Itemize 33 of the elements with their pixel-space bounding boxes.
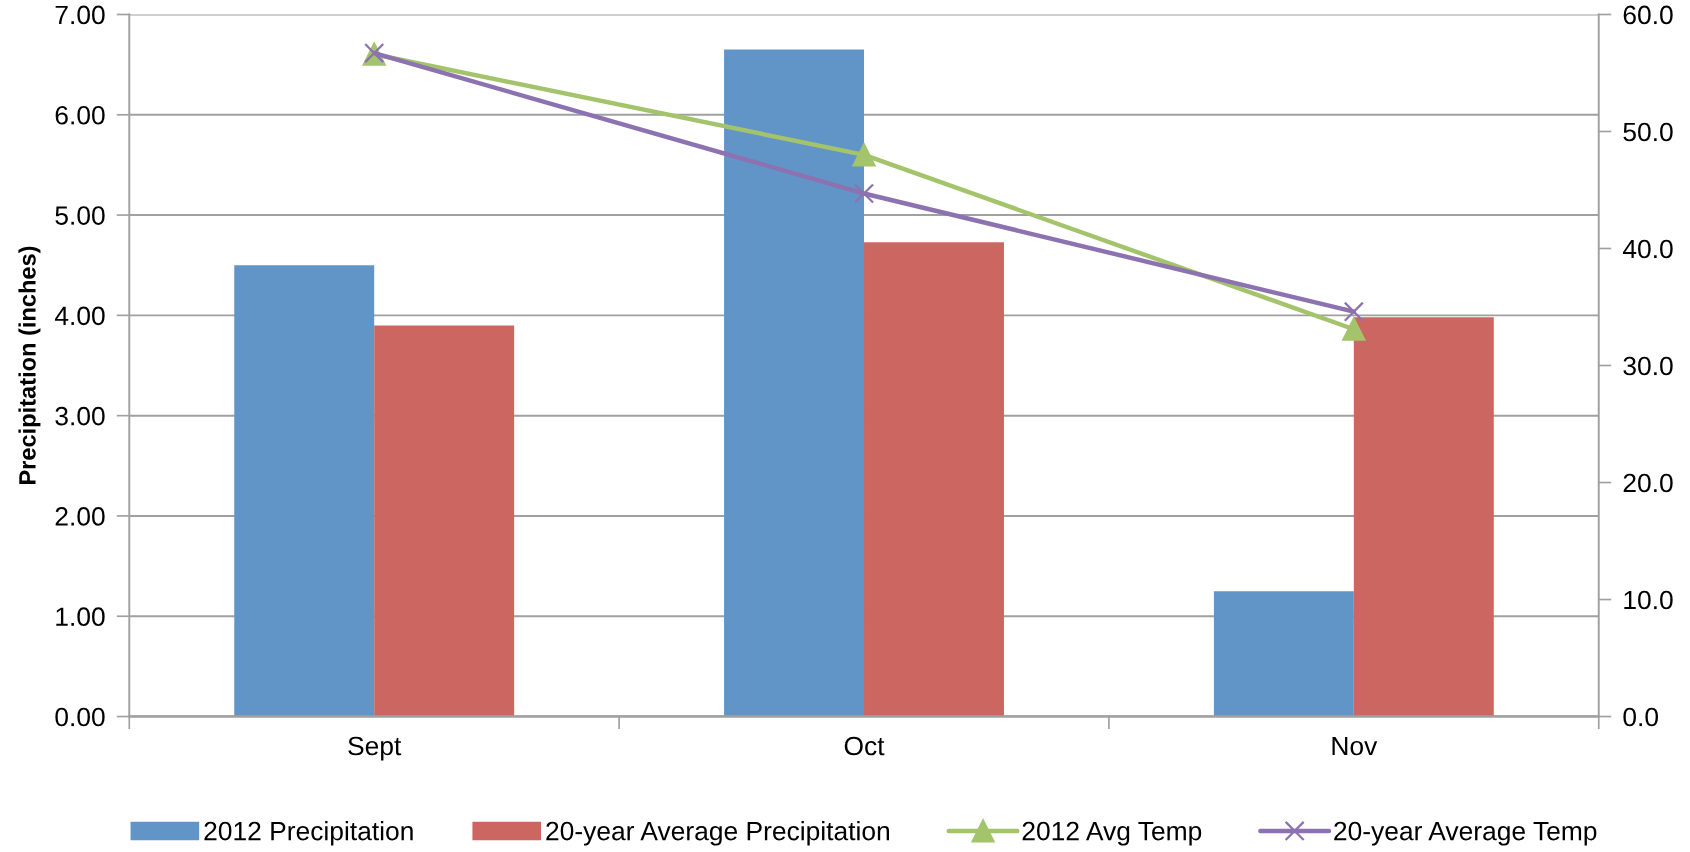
point	[1342, 317, 1366, 341]
y-tick-label: 1.00	[56, 607, 105, 627]
y2-tick-label: 0.0	[1623, 707, 1658, 727]
legend-label: 2012 Precipitation	[204, 821, 413, 846]
y-tick-label: 0.00	[55, 707, 105, 727]
point	[853, 183, 875, 204]
bar	[1353, 317, 1494, 717]
bar	[234, 265, 375, 717]
bar	[724, 49, 865, 717]
bar	[1213, 591, 1354, 717]
y2-tick-label: 60.0	[1623, 5, 1673, 25]
legend-label: 2012 Avg Temp	[1022, 821, 1202, 846]
y-tick-label: 5.00	[55, 206, 105, 225]
y-tick-label: 4.00	[54, 306, 105, 326]
y-tick-label: 6.00	[55, 105, 105, 125]
x-tick-label: Sept	[348, 736, 402, 761]
x-tick-label: Oct	[844, 736, 885, 756]
x-tick-label: Nov	[1332, 736, 1378, 756]
y2-tick-label: 10.0	[1624, 590, 1673, 610]
y-tick-label: 2.00	[55, 507, 105, 526]
bar	[374, 325, 515, 717]
bar	[864, 242, 1004, 717]
point	[1343, 301, 1364, 322]
y-tick-label: 7.00	[55, 5, 105, 25]
y2-tick-label: 30.0	[1623, 356, 1673, 376]
y-tick-label: 3.00	[55, 406, 105, 426]
y2-tick-label: 40.0	[1622, 239, 1673, 259]
y2-tick-label: 50.0	[1623, 122, 1673, 142]
legend-label: 20-year Average Precipitation	[546, 821, 890, 846]
y2-tick-label: 20.0	[1623, 473, 1673, 493]
point	[852, 143, 876, 167]
legend-label: 20-year Average Temp	[1334, 821, 1597, 846]
y-axis-title: Precipitation (inches)	[18, 246, 41, 484]
